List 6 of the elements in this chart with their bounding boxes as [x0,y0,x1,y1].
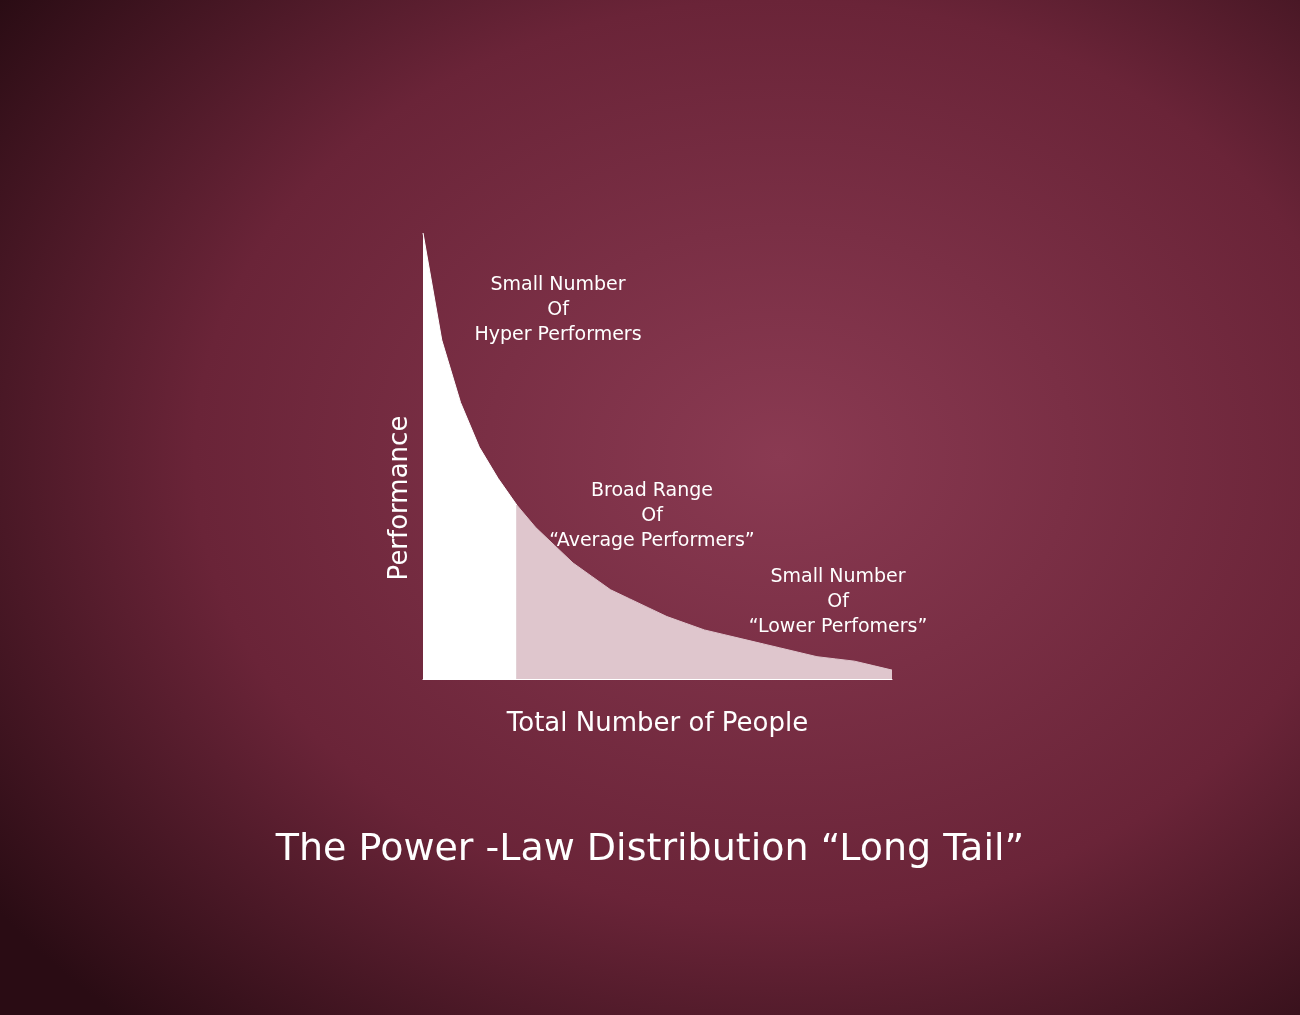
annotation: Small Number Of “Lower Perfomers” [748,563,928,636]
text: The Power -Law Distribution “Long Tail” [274,825,1025,869]
y-axis-title: Performance [383,415,413,581]
annotation: Small Number Of Hyper Performers [474,271,642,344]
x-axis-title: Total Number of People [505,707,809,737]
annotation: Broad Range Of “Average Performers” [549,477,755,550]
